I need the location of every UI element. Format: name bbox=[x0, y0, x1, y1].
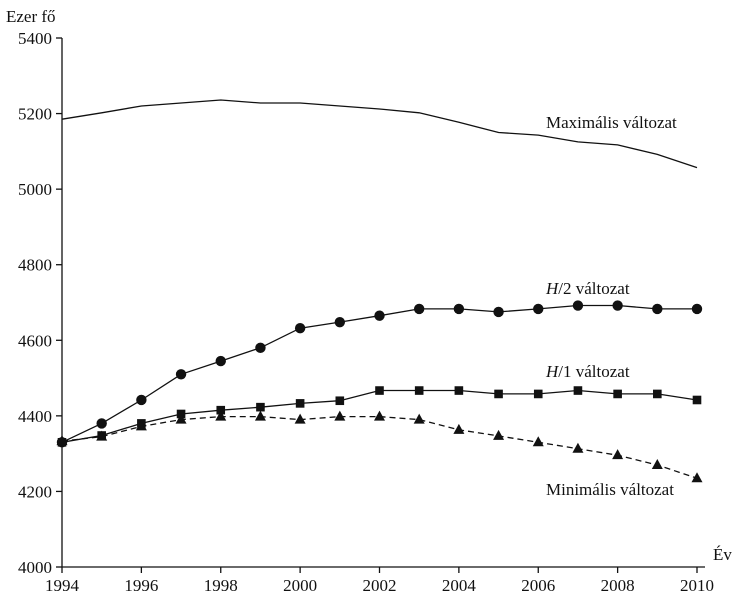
x-tick-label-2006: 2006 bbox=[521, 576, 555, 595]
series-label-h1-prefix: H bbox=[545, 362, 560, 381]
series-2-point-2002 bbox=[375, 386, 384, 395]
x-tick-label-1994: 1994 bbox=[45, 576, 80, 595]
series-1-point-2007 bbox=[572, 300, 584, 311]
ticks: 4000 4200 4400 4600 4800 5000 5200 5400 1994 1996… bbox=[18, 29, 714, 595]
series-label-minimalis: Minimális változat bbox=[546, 480, 674, 499]
x-tick-label-2008: 2008 bbox=[601, 576, 635, 595]
series-2-point-1998 bbox=[216, 405, 226, 415]
series-2-point-2010 bbox=[692, 395, 702, 405]
series-label-maximalis: Maximális változat bbox=[546, 113, 677, 132]
series-label-h2-suffix: /2 változat bbox=[558, 279, 630, 298]
series-0-line bbox=[61, 99, 698, 169]
y-tick-label-4400: 4400 bbox=[18, 407, 52, 426]
series-1-point-2004 bbox=[453, 303, 465, 315]
series-label-h1-suffix: /1 változat bbox=[558, 362, 630, 381]
series-1-point-1996 bbox=[136, 394, 147, 406]
series-1-point-2000 bbox=[294, 322, 306, 334]
series-3-point-2001 bbox=[334, 410, 346, 421]
series-1-point-1995 bbox=[96, 418, 107, 429]
x-tick-label-2000: 2000 bbox=[283, 576, 317, 595]
series-1-point-1999 bbox=[255, 342, 266, 354]
series-1-point-2003 bbox=[413, 303, 425, 315]
series-1-point-2010 bbox=[691, 303, 703, 315]
x-tick-label-2010: 2010 bbox=[680, 576, 714, 595]
series-label-h2-prefix: H bbox=[545, 279, 560, 298]
series-3-point-1997 bbox=[175, 413, 187, 424]
series-3-point-2002 bbox=[374, 410, 385, 421]
y-tick-label-4000: 4000 bbox=[18, 558, 52, 577]
series-3-point-2000 bbox=[294, 413, 306, 424]
series-label-h1: H/1 változat bbox=[545, 362, 630, 381]
series-3-point-1995 bbox=[96, 430, 108, 441]
series-0 bbox=[61, 99, 698, 169]
series-2-point-2005 bbox=[494, 389, 503, 399]
series-1-point-2005 bbox=[493, 306, 504, 318]
y-tick-label-5400: 5400 bbox=[18, 29, 52, 48]
series-3-point-2010 bbox=[691, 472, 703, 483]
series-2-point-2004 bbox=[454, 386, 464, 395]
series-3-point-2008 bbox=[612, 449, 624, 460]
series-1-point-2001 bbox=[334, 316, 346, 328]
series-1-point-1998 bbox=[215, 355, 226, 367]
axes bbox=[61, 38, 705, 568]
series-1-point-2006 bbox=[533, 303, 544, 315]
y-tick-label-5000: 5000 bbox=[18, 180, 52, 199]
series-2-point-1999 bbox=[256, 402, 265, 412]
series-1-point-2009 bbox=[652, 303, 663, 315]
labels: Ezer fő Év Maximális változat H/2 változ… bbox=[6, 7, 732, 564]
y-tick-label-4800: 4800 bbox=[18, 256, 52, 275]
series-3-point-1999 bbox=[254, 410, 266, 421]
series-1-point-2002 bbox=[374, 310, 385, 321]
series-3-point-2009 bbox=[651, 458, 663, 469]
y-tick-label-5200: 5200 bbox=[18, 105, 52, 124]
series bbox=[56, 99, 703, 483]
series-3 bbox=[56, 410, 703, 483]
series-3-point-1994 bbox=[56, 435, 68, 446]
series-1-point-2008 bbox=[612, 300, 623, 311]
series-2-point-2006 bbox=[533, 389, 543, 399]
x-tick-label-2004: 2004 bbox=[442, 576, 477, 595]
x-axis-title: Év bbox=[713, 545, 732, 564]
series-3-line bbox=[61, 415, 698, 479]
series-3-point-2007 bbox=[572, 442, 584, 453]
series-3-point-2004 bbox=[453, 423, 465, 434]
y-tick-label-4200: 4200 bbox=[18, 482, 52, 501]
series-3-point-2006 bbox=[532, 436, 544, 447]
series-3-point-2003 bbox=[413, 413, 425, 424]
series-3-point-2005 bbox=[493, 429, 505, 440]
series-2-point-2000 bbox=[295, 399, 305, 408]
series-3-point-1998 bbox=[215, 410, 227, 421]
series-3-point-1996 bbox=[135, 420, 147, 431]
series-label-h2: H/2 változat bbox=[545, 279, 630, 298]
y-tick-label-4600: 4600 bbox=[18, 331, 52, 350]
series-2-point-2009 bbox=[653, 389, 662, 399]
series-2-point-2007 bbox=[573, 386, 583, 395]
series-1-point-1997 bbox=[175, 369, 187, 380]
x-tick-label-1998: 1998 bbox=[204, 576, 238, 595]
x-tick-label-2002: 2002 bbox=[363, 576, 397, 595]
series-2-point-2001 bbox=[335, 396, 345, 406]
series-2-point-2003 bbox=[414, 386, 424, 395]
series-2-point-2008 bbox=[613, 389, 622, 399]
y-axis-title: Ezer fő bbox=[6, 7, 56, 26]
x-tick-label-1996: 1996 bbox=[124, 576, 158, 595]
